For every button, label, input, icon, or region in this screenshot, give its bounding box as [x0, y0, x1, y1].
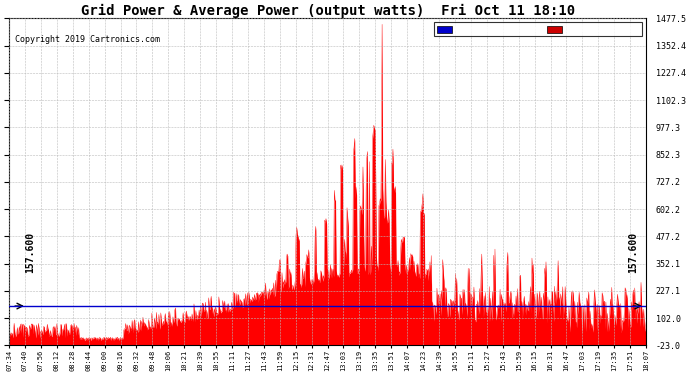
Title: Grid Power & Average Power (output watts)  Fri Oct 11 18:10: Grid Power & Average Power (output watts…	[81, 4, 575, 18]
Text: 157.600: 157.600	[629, 232, 638, 273]
Text: 157.600: 157.600	[25, 232, 35, 273]
Text: Copyright 2019 Cartronics.com: Copyright 2019 Cartronics.com	[15, 34, 160, 44]
Legend: Average (AC Watts), Grid (AC Watts): Average (AC Watts), Grid (AC Watts)	[435, 22, 642, 36]
